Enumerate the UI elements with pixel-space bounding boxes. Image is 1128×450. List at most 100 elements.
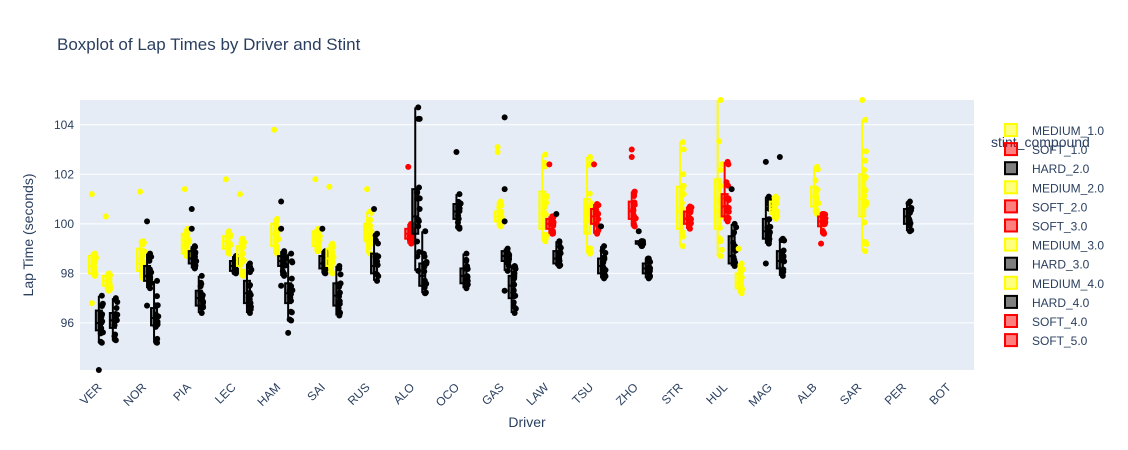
series-MEDIUM_1.0[interactable]	[87, 97, 870, 307]
box-LEC-HARD_3.0[interactable]	[242, 260, 255, 317]
box-RUS-HARD_2.0[interactable]	[370, 205, 382, 284]
box-PIA-HARD_2.0[interactable]	[187, 205, 200, 272]
box-LEC-MEDIUM_2.0[interactable]	[235, 191, 248, 279]
box-LAW-HARD_2.0[interactable]	[552, 210, 564, 269]
box-HAM-HARD_2.0[interactable]	[277, 198, 289, 289]
data-point	[510, 274, 517, 281]
data-point	[686, 203, 693, 210]
legend-item[interactable]: MEDIUM_4.0	[1004, 275, 1104, 291]
data-point	[511, 310, 518, 317]
box-TSU-HARD_3.0[interactable]	[597, 223, 609, 282]
outlier-point	[859, 97, 866, 103]
box-ZHO-HARD_3.0[interactable]	[641, 255, 654, 282]
legend-item[interactable]: HARD_2.0	[1004, 161, 1090, 176]
box-LAW-SOFT_1.0[interactable]	[545, 161, 557, 237]
box-VER-MEDIUM_2.0[interactable]	[101, 213, 114, 294]
data-point	[678, 186, 685, 193]
box-ALB-MEDIUM_1.0[interactable]	[810, 163, 822, 217]
box-SAI-MEDIUM_2.0[interactable]	[325, 183, 337, 277]
data-point	[281, 253, 288, 260]
legend-item[interactable]: MEDIUM_1.0	[1004, 123, 1104, 138]
data-point	[862, 157, 869, 164]
box-GAS-HARD_3.0[interactable]	[507, 262, 519, 317]
series-SOFT_1.0[interactable]	[404, 146, 829, 247]
data-point	[329, 249, 336, 256]
data-point	[198, 310, 205, 317]
box-HUL-MEDIUM_1.0[interactable]	[713, 97, 726, 260]
series-MEDIUM_2.0[interactable]	[101, 183, 781, 297]
data-point	[335, 281, 342, 288]
box-GAS-HARD_2.0[interactable]	[500, 114, 513, 294]
box-NOR-HARD_2.0[interactable]	[143, 218, 155, 309]
box-OCO-HARD_3.0[interactable]	[459, 250, 471, 292]
outlier-point	[319, 225, 326, 232]
box-HUL-HARD_2.0[interactable]	[727, 186, 740, 269]
data-point	[288, 283, 295, 290]
data-point	[139, 252, 146, 259]
box-ZHO-HARD_2.0[interactable]	[634, 228, 647, 250]
series-HARD_2.0[interactable]	[94, 104, 915, 373]
data-point	[716, 178, 723, 185]
data-point	[595, 216, 602, 223]
box-LEC-MEDIUM_1.0[interactable]	[221, 176, 234, 257]
legend-item[interactable]: MEDIUM_2.0	[1004, 180, 1104, 195]
data-point	[555, 251, 562, 258]
data-point	[416, 248, 423, 255]
data-point	[239, 235, 246, 242]
series-HARD_3.0[interactable]	[108, 153, 788, 346]
box-STR-SOFT_1.0[interactable]	[682, 203, 695, 232]
outlier-point	[776, 153, 783, 160]
box-MAG-HARD_3.0[interactable]	[775, 153, 788, 279]
legend-label: MEDIUM_2.0	[1032, 181, 1104, 195]
data-point	[550, 220, 557, 227]
data-point	[422, 290, 429, 297]
outlier-point	[181, 186, 188, 193]
data-point	[716, 184, 723, 191]
box-RUS-MEDIUM_1.0[interactable]	[363, 186, 375, 257]
box-OCO-HARD_2.0[interactable]	[452, 149, 464, 232]
box-VER-HARD_3.0[interactable]	[108, 295, 121, 344]
box-VER-HARD_2.0[interactable]	[94, 292, 106, 373]
box-SAI-HARD_3.0[interactable]	[332, 262, 344, 319]
box-ALB-SOFT_1.0[interactable]	[817, 210, 829, 247]
box-HUL-MEDIUM_2.0[interactable]	[734, 245, 746, 297]
legend-item[interactable]: SOFT_3.0	[1004, 218, 1088, 234]
data-point	[630, 207, 637, 214]
data-point	[821, 230, 828, 237]
box-TSU-SOFT_1.0[interactable]	[590, 161, 602, 237]
box-SAR-MEDIUM_1.0[interactable]	[858, 97, 870, 255]
data-point	[680, 146, 687, 153]
box-SAI-MEDIUM_1.0[interactable]	[311, 176, 323, 255]
legend-item[interactable]: SOFT_2.0	[1004, 199, 1088, 214]
legend-item[interactable]: SOFT_4.0	[1004, 314, 1088, 329]
y-axis: 96 98 100 102 104	[54, 118, 74, 330]
legend-item[interactable]: SOFT_5.0	[1004, 333, 1088, 348]
legend-item[interactable]: HARD_4.0	[1004, 294, 1090, 310]
data-point	[511, 262, 518, 269]
box-HUL-SOFT_1.0[interactable]	[720, 158, 732, 225]
data-point	[224, 243, 231, 250]
box-VER-MEDIUM_1.0[interactable]	[87, 191, 100, 307]
legend[interactable]: stint_compound MEDIUM_1.0SOFT_1.0HARD_2.…	[991, 123, 1104, 348]
plot-area[interactable]	[87, 97, 915, 373]
data-point	[772, 204, 779, 211]
data-point	[113, 305, 120, 312]
box-LAW-MEDIUM_1.0[interactable]	[538, 151, 550, 245]
legend-item[interactable]: HARD_3.0	[1004, 256, 1090, 272]
data-point	[288, 317, 295, 324]
data-point	[200, 304, 207, 311]
box-ALO-HARD_3.0[interactable]	[418, 228, 430, 297]
box-PER-HARD_2.0[interactable]	[902, 198, 915, 235]
box-ZHO-SOFT_1.0[interactable]	[627, 146, 639, 230]
outlier-point	[88, 191, 95, 198]
box-MAG-HARD_2.0[interactable]	[761, 158, 774, 267]
box-NOR-HARD_3.0[interactable]	[150, 277, 162, 346]
box-MAG-MEDIUM_2.0[interactable]	[768, 193, 781, 222]
box-HAM-HARD_3.0[interactable]	[284, 250, 296, 336]
data-point	[288, 258, 295, 265]
box-STR-MEDIUM_1.0[interactable]	[675, 139, 687, 250]
box-ALO-HARD_2.0[interactable]	[411, 104, 423, 274]
legend-item[interactable]: SOFT_1.0	[1004, 142, 1088, 157]
box-PIA-HARD_3.0[interactable]	[194, 272, 207, 317]
legend-item[interactable]: MEDIUM_3.0	[1004, 237, 1104, 253]
